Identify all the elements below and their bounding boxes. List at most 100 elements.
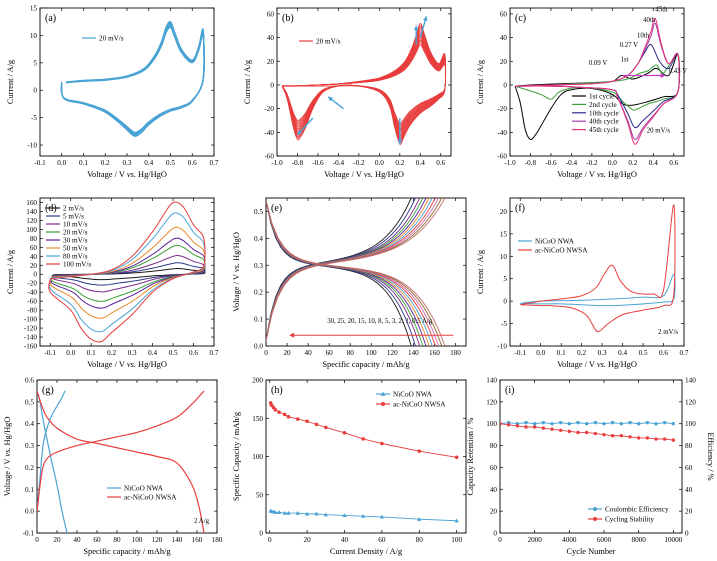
y-axis-label: Voltage / V vs. Hg/HgO (232, 232, 241, 312)
y-tick-label: 0.2 (25, 464, 34, 472)
panel-b: -1.0 -0.8 -0.6 -0.4 -0.2 0.0 0.2 0.4 0.6 -60 -40 -2… (243, 7, 452, 179)
x-tick-label: 0 (264, 349, 268, 357)
legend-entry-label: NiCoO NWA (393, 391, 433, 399)
y-tick-label: 0.5 (25, 398, 34, 406)
panel-i: 0 2000 4000 6000 8000 10000020406080100120140… (466, 377, 715, 557)
panel-label: (f) (515, 203, 525, 214)
y-tick-label: 0.3 (254, 262, 263, 270)
x-tick-label: -0.6 (312, 159, 324, 167)
y-axis-label: Capacity Retention / % (466, 418, 475, 496)
x-tick-label: 0.7 (210, 349, 219, 357)
x-tick-label: 8000 (631, 536, 646, 544)
x-tick-label: 0.4 (649, 159, 658, 167)
data-point (636, 422, 641, 426)
y2-tick-label: 40 (685, 486, 693, 494)
data-point (602, 422, 606, 426)
y-tick-label: 0.2 (254, 289, 263, 297)
x-tick-label: 0.6 (659, 349, 668, 357)
x-tick-label: 40 (341, 536, 349, 544)
x-tick-label: 0.2 (628, 159, 637, 167)
cv-loop (60, 24, 205, 135)
data-point (379, 514, 385, 519)
x-tick-label: -1.0 (271, 159, 283, 167)
plot-frame (36, 379, 218, 534)
data-point (628, 420, 632, 425)
y-tick-label: 10 (30, 32, 38, 40)
data-point (619, 422, 624, 426)
x-tick-label: 0.0 (57, 159, 66, 167)
data-point (662, 437, 667, 441)
y-tick-label: 0 (259, 530, 263, 538)
data-point (645, 436, 650, 440)
x-tick-label: 0.0 (375, 159, 384, 167)
x-tick-label: 0 (498, 536, 502, 544)
data-point (342, 513, 347, 518)
cv-curve (520, 204, 676, 333)
data-point (342, 430, 347, 435)
data-point (524, 425, 528, 429)
annotation: 0.27 V (620, 42, 638, 49)
y-tick-label: 120 (26, 217, 37, 225)
cv-curve (51, 254, 206, 293)
x-tick-label: 0.1 (87, 349, 96, 357)
legend-entry-marker (593, 517, 597, 521)
x-tick-label: 0 (35, 536, 39, 544)
cv-curve (520, 273, 676, 307)
x-tick-label: 0.4 (618, 349, 627, 357)
x-tick-label: -0.8 (292, 159, 304, 167)
annotation: 40th (643, 17, 656, 24)
data-point (584, 430, 589, 435)
y-tick-label: 0.6 (25, 377, 34, 385)
data-point (532, 422, 537, 426)
x-tick-label: 60 (326, 349, 334, 357)
x-tick-label: 40 (305, 349, 313, 357)
annotation: 0.43 V (669, 68, 687, 75)
y-tick-label: -40 (264, 129, 274, 137)
data-point (593, 420, 598, 425)
y-tick-label: 60 (500, 10, 508, 18)
x-tick-label: 0.4 (416, 159, 425, 167)
legend-entry-label: 45th cycle (589, 126, 619, 134)
y2-tick-label: 0 (685, 530, 689, 538)
legend-entry-label: ac-NiCoO NWSA (393, 401, 446, 409)
y-tick-label: -80 (27, 307, 37, 315)
y-tick-label: 80 (30, 235, 38, 243)
x-tick-label: 180 (212, 536, 223, 544)
gcd-curve (37, 390, 68, 533)
trend-arrow-head (297, 129, 303, 135)
trend-arrow-head (328, 96, 334, 102)
x-tick-label: 60 (378, 536, 386, 544)
data-point (654, 437, 658, 441)
cv-curve (50, 237, 206, 309)
panel-label: (g) (42, 385, 54, 396)
y-tick-label: 0.3 (25, 442, 34, 450)
data-point (671, 438, 676, 442)
x-tick-label: 140 (172, 536, 183, 544)
y-tick-label: 100 (252, 453, 263, 461)
cv-curve (49, 226, 206, 319)
data-point (295, 510, 300, 515)
y-tick-label: -10 (27, 142, 37, 150)
cv-curve (50, 244, 206, 302)
x-axis-label: Cycle Number (566, 547, 615, 556)
x-tick-label: 0.2 (101, 159, 110, 167)
data-point (295, 417, 300, 421)
data-point (360, 513, 366, 518)
x-tick-label: 0.1 (557, 349, 566, 357)
y-tick-label: -140 (24, 334, 38, 342)
legend-entry-marker (381, 402, 385, 406)
data-point (567, 422, 572, 426)
plot-frame (509, 7, 685, 157)
legend-entry-label: ac-NiCoO NWSA (535, 247, 588, 255)
y-tick-label: 50 (256, 491, 264, 499)
cv-loop (60, 23, 205, 136)
x-tick-label: 0.3 (128, 349, 137, 357)
x-tick-label: 0.7 (680, 349, 689, 357)
annotation: 1st (621, 56, 629, 63)
panel-label: (h) (271, 385, 283, 396)
x-tick-label: 0.5 (166, 159, 175, 167)
data-point (576, 430, 580, 435)
data-point (314, 422, 319, 427)
data-point (276, 510, 282, 514)
cv-loop (60, 25, 205, 135)
